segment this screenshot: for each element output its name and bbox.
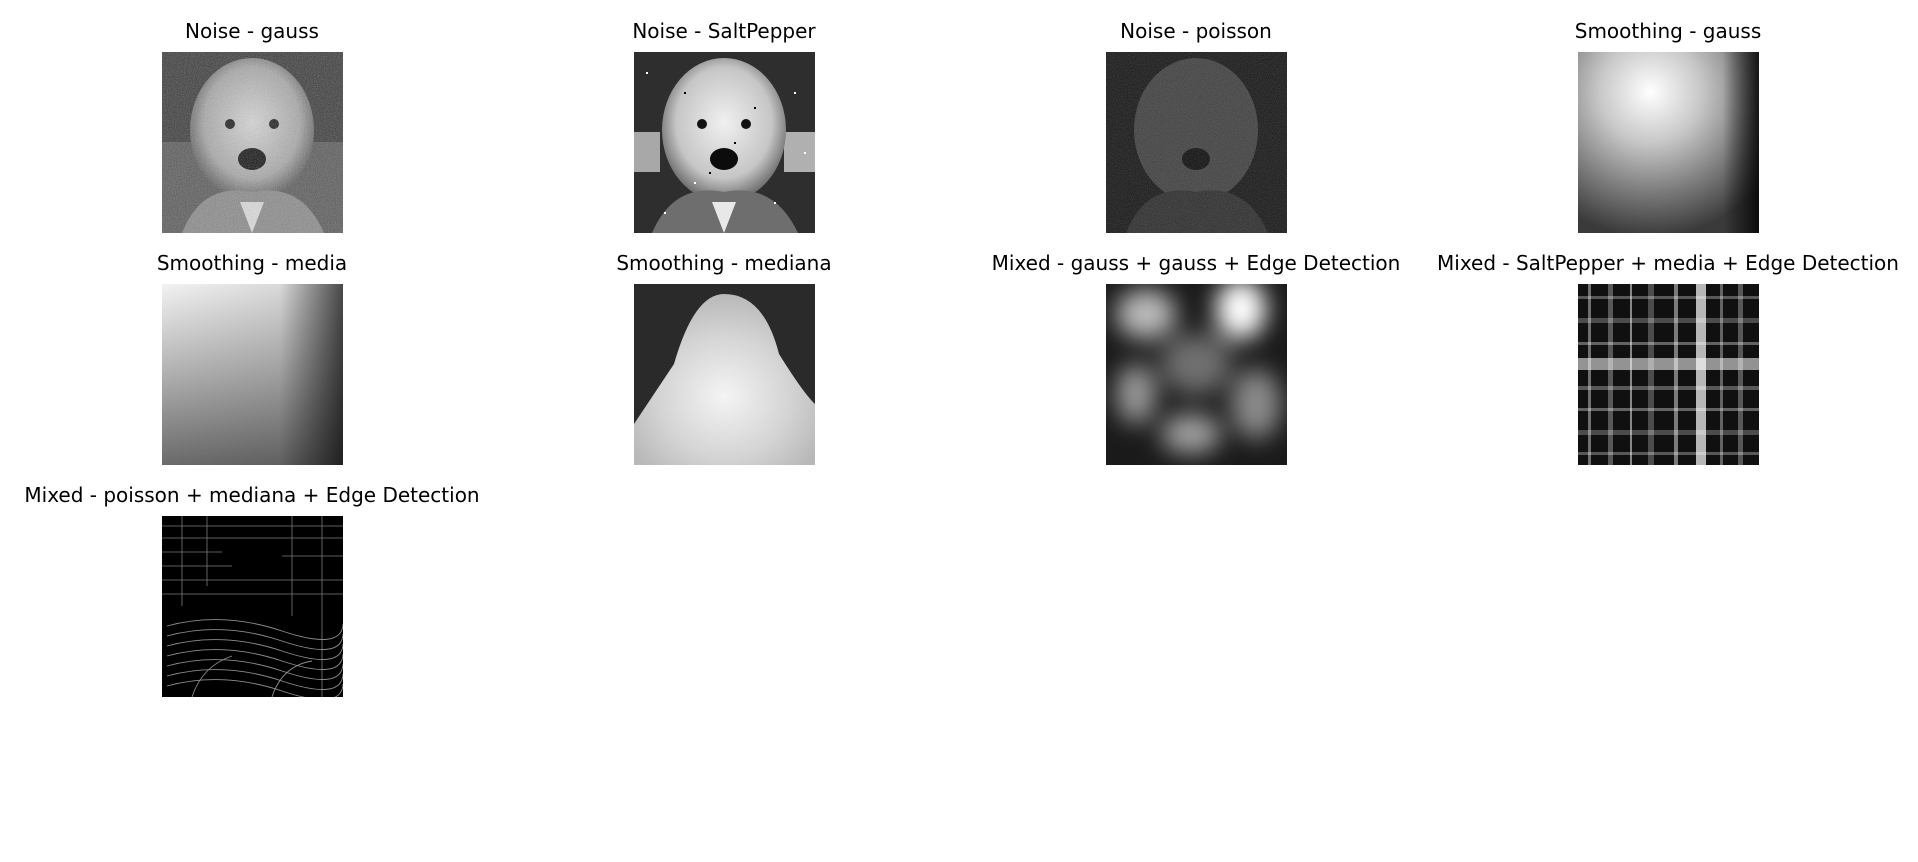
panel-mixed-gauss-gauss-edge: Mixed - gauss + gauss + Edge Detection	[958, 250, 1434, 482]
panel-title: Mixed - gauss + gauss + Edge Detection	[991, 251, 1401, 275]
panel-title: Noise - poisson	[1120, 19, 1272, 43]
panel-mixed-poisson-mediana-edge: Mixed - poisson + mediana + Edge Detecti…	[14, 482, 490, 714]
salt-pepper-dog-photo-icon	[634, 52, 815, 233]
panel-mixed-saltpepper-media-edge: Mixed - SaltPepper + media + Edge Detect…	[1430, 250, 1906, 482]
noisy-dog-photo-icon	[162, 52, 343, 233]
panel-noise-saltpepper: Noise - SaltPepper	[486, 18, 962, 250]
dark-noisy-dog-photo-icon	[1106, 52, 1287, 233]
panel-noise-poisson: Noise - poisson	[958, 18, 1434, 250]
panel-smoothing-gauss: Smoothing - gauss	[1430, 18, 1906, 250]
gaussian-blur-icon	[1578, 52, 1759, 233]
contour-edge-map-icon	[162, 516, 343, 697]
panel-title: Smoothing - mediana	[616, 251, 832, 275]
panel-title: Mixed - poisson + mediana + Edge Detecti…	[24, 483, 480, 507]
panel-title: Smoothing - media	[156, 251, 348, 275]
panel-smoothing-media: Smoothing - media	[14, 250, 490, 482]
mean-blur-icon	[162, 284, 343, 465]
panel-title: Smoothing - gauss	[1574, 19, 1762, 43]
panel-noise-gauss: Noise - gauss	[14, 18, 490, 250]
median-blur-icon	[634, 284, 815, 465]
panel-title: Noise - gauss	[185, 19, 319, 43]
panel-smoothing-mediana: Smoothing - mediana	[486, 250, 962, 482]
panel-title: Mixed - SaltPepper + media + Edge Detect…	[1437, 251, 1899, 275]
panel-title: Noise - SaltPepper	[632, 19, 816, 43]
plaid-edge-map-icon	[1578, 284, 1759, 465]
blurred-edge-map-icon	[1106, 284, 1287, 465]
